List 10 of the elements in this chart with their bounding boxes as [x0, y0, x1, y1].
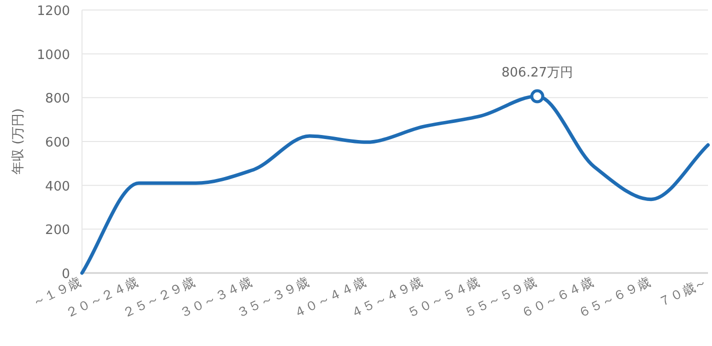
- y-tick-label: 1200: [36, 4, 70, 19]
- y-tick-label: 400: [45, 179, 70, 194]
- annotation: 806.27万円: [502, 65, 574, 80]
- x-tick-label: ７０歳～: [656, 275, 710, 311]
- y-axis-title: 年収 (万円): [11, 108, 26, 175]
- y-tick-label: 0: [62, 267, 70, 282]
- y-tick-label: 1000: [36, 48, 70, 63]
- y-tick-label: 600: [45, 136, 70, 150]
- y-tick-label: 200: [45, 223, 70, 238]
- y-tick-label: 800: [45, 92, 70, 107]
